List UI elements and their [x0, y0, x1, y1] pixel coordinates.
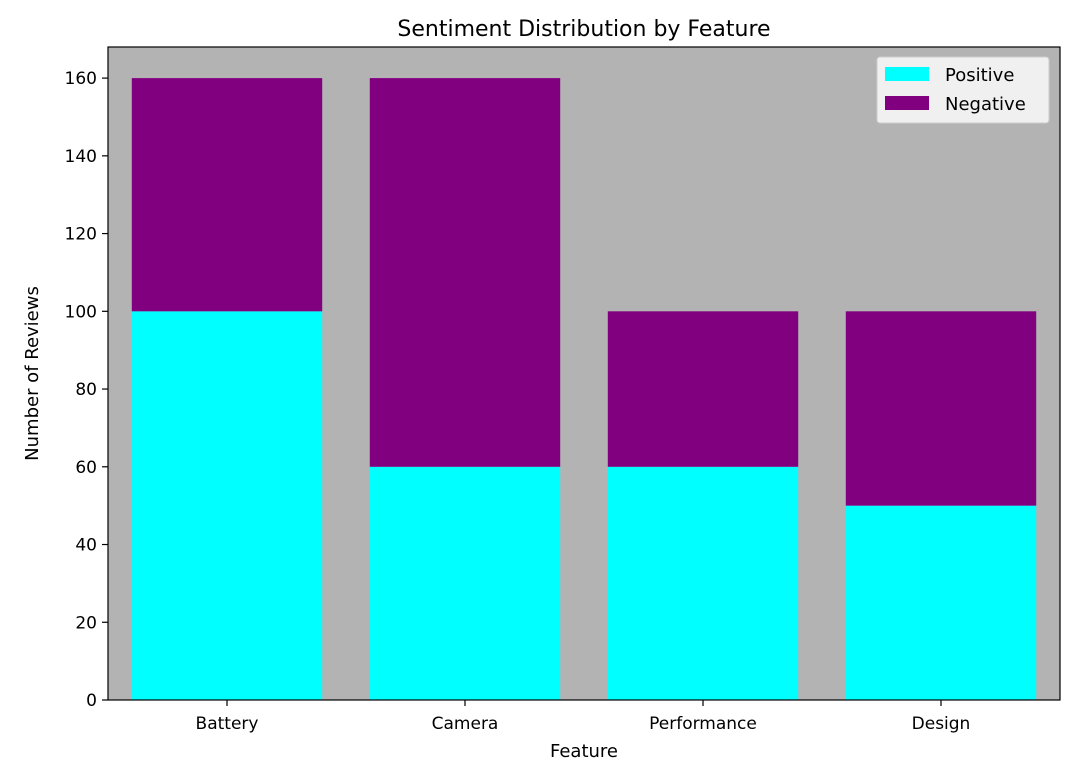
legend-swatch-positive: [885, 67, 929, 81]
legend-swatch-negative: [885, 96, 929, 110]
x-axis-title: Feature: [550, 741, 618, 762]
bar-negative-design: [845, 311, 1037, 506]
bars-layer: [131, 78, 1037, 700]
x-tick-label: Camera: [432, 714, 499, 734]
bar-negative-camera: [369, 78, 561, 467]
x-tick-label: Battery: [196, 714, 259, 734]
y-tick-label: 100: [65, 302, 97, 322]
bar-positive-camera: [369, 466, 561, 700]
y-axis-title: Number of Reviews: [22, 286, 43, 461]
bar-negative-battery: [131, 78, 323, 312]
legend: Positive Negative: [876, 56, 1050, 124]
x-axis: Battery Camera Performance Design: [196, 700, 971, 734]
y-tick-label: 60: [75, 458, 97, 478]
legend-label-negative: Negative: [945, 94, 1026, 115]
y-tick-label: 40: [75, 536, 97, 556]
bar-positive-battery: [131, 311, 323, 700]
bar-negative-performance: [607, 311, 799, 467]
chart-title: Sentiment Distribution by Feature: [397, 17, 770, 42]
y-tick-label: 160: [65, 69, 97, 89]
y-tick-label: 20: [75, 613, 97, 633]
y-tick-label: 140: [65, 147, 97, 167]
x-tick-label: Performance: [649, 714, 757, 734]
bar-positive-design: [845, 505, 1037, 700]
plot-frame: [107, 46, 1061, 701]
bar-positive-performance: [607, 466, 799, 700]
y-tick-label: 120: [65, 225, 97, 245]
legend-label-positive: Positive: [945, 65, 1014, 86]
x-tick-label: Design: [912, 714, 971, 734]
y-axis: 0 20 40 60 80 100 120 140 160: [65, 69, 108, 711]
y-tick-label: 80: [75, 380, 97, 400]
y-tick-label: 0: [86, 691, 97, 711]
